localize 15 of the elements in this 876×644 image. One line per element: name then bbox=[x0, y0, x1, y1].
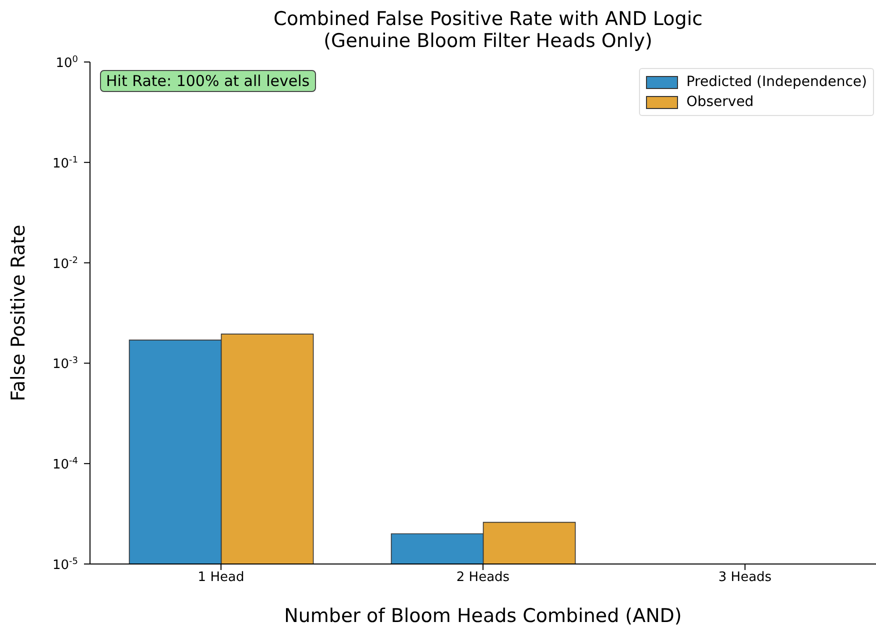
y-tick-label: 10$^{-5}$ bbox=[52, 557, 78, 573]
legend-label: Observed bbox=[686, 93, 754, 112]
chart-title: Combined False Positive Rate with AND Logic (Genuine Bloom Filter Heads Only) bbox=[272, 8, 704, 52]
y-axis-title: False Positive Rate bbox=[8, 224, 30, 402]
x-tick-label: 2 Heads bbox=[456, 570, 510, 586]
x-tick-label: 1 Head bbox=[198, 570, 244, 586]
y-tick-label: 10$^{-4}$ bbox=[52, 456, 78, 473]
x-tick-label: 3 Heads bbox=[718, 570, 772, 586]
annotation: Hit Rate: 100% at all levels bbox=[100, 70, 316, 92]
y-tick-label: 10$^{0}$ bbox=[56, 55, 78, 71]
y-tick-label: 10$^{-3}$ bbox=[52, 356, 78, 372]
y-tick-label: 10$^{-1}$ bbox=[52, 155, 78, 172]
legend-label: Predicted (Independence) bbox=[686, 73, 867, 92]
x-axis-title: Number of Bloom Heads Combined (AND) bbox=[284, 605, 682, 627]
y-tick-label: 10$^{-2}$ bbox=[52, 256, 78, 272]
